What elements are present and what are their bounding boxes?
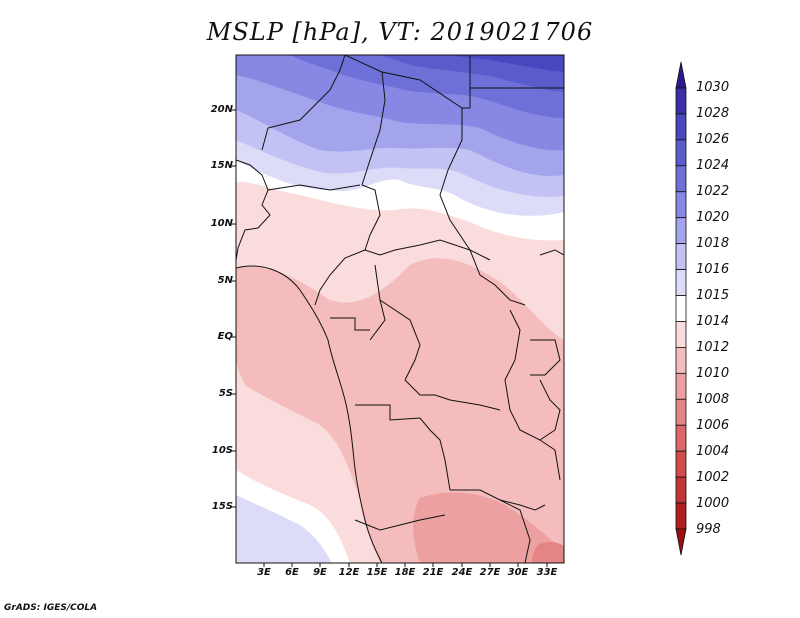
colorbar-swatch: [675, 139, 687, 167]
band-1008: [413, 492, 564, 563]
colorbar-swatch: [675, 113, 687, 141]
colorbar-label: 998: [696, 522, 721, 537]
colorbar-label: 1004: [696, 444, 730, 459]
lat-label: 20N: [210, 104, 233, 115]
lat-label: 5N: [217, 275, 233, 286]
lat-label: 5S: [218, 388, 233, 399]
colorbar-label: 1030: [696, 80, 730, 95]
colorbar-label: 1002: [696, 470, 730, 485]
colorbar-swatch: [675, 347, 687, 374]
pressure-fill: [236, 55, 564, 563]
colorbar-label: 1000: [696, 496, 730, 511]
colorbar-swatch: [675, 295, 687, 322]
lat-label: 10S: [211, 445, 233, 456]
lon-label: 12E: [338, 567, 360, 578]
colorbar-swatch: [675, 528, 687, 556]
colorbar-label: 1024: [696, 158, 730, 173]
colorbar-label: 1006: [696, 418, 730, 433]
map-title: MSLP [hPa], VT: 2019021706: [206, 18, 594, 46]
colorbar: [675, 61, 687, 556]
band-1014: [236, 160, 564, 241]
colorbar-swatch: [675, 398, 687, 426]
band-1006: [532, 542, 564, 563]
lon-label: 3E: [257, 567, 271, 578]
colorbar-swatch: [675, 217, 687, 245]
lon-label: 6E: [285, 567, 299, 578]
colorbar-swatch: [675, 165, 687, 193]
colorbar-swatch: [675, 87, 687, 115]
colorbar-label: 1016: [696, 262, 730, 277]
colorbar-swatch: [675, 321, 687, 348]
colorbar-label: 1010: [696, 366, 730, 381]
colorbar-label: 1008: [696, 392, 730, 407]
colorbar-label: 1028: [696, 106, 730, 121]
lon-label: 15E: [366, 567, 388, 578]
lon-label: 9E: [313, 567, 327, 578]
colorbar-label: 1026: [696, 132, 730, 147]
colorbar-swatch: [675, 372, 687, 400]
colorbar-swatch: [675, 502, 687, 530]
band-1010: [236, 258, 564, 563]
lat-label: 15N: [210, 160, 233, 171]
colorbar-swatch: [675, 191, 687, 219]
colorbar-label: 1020: [696, 210, 730, 225]
country-borders: [236, 55, 564, 563]
colorbar-label: 1022: [696, 184, 730, 199]
band-1026: [450, 55, 564, 72]
lat-label: 15S: [211, 501, 233, 512]
lon-label: 30E: [507, 567, 529, 578]
lon-label: 27E: [479, 567, 501, 578]
colorbar-swatch: [675, 424, 687, 452]
colorbar-swatch: [675, 243, 687, 270]
credit-text: GrADS: IGES/COLA: [4, 603, 98, 613]
colorbar-label: 1018: [696, 236, 730, 251]
colorbar-label: 1014: [696, 314, 730, 329]
band-1015-sw: [236, 495, 332, 563]
lat-label: 10N: [210, 218, 233, 229]
lat-label: EQ: [217, 331, 233, 342]
axis-ticks: [232, 109, 548, 567]
colorbar-swatch: [675, 269, 687, 296]
map-frame: [235, 54, 565, 564]
colorbar-swatch: [675, 476, 687, 504]
lon-label: 24E: [451, 567, 473, 578]
colorbar-swatch: [675, 450, 687, 478]
lon-label: 21E: [422, 567, 444, 578]
lon-label: 33E: [536, 567, 558, 578]
colorbar-label: 1015: [696, 288, 730, 303]
colorbar-label: 1012: [696, 340, 730, 355]
lon-label: 18E: [394, 567, 416, 578]
colorbar-swatch: [675, 61, 687, 89]
